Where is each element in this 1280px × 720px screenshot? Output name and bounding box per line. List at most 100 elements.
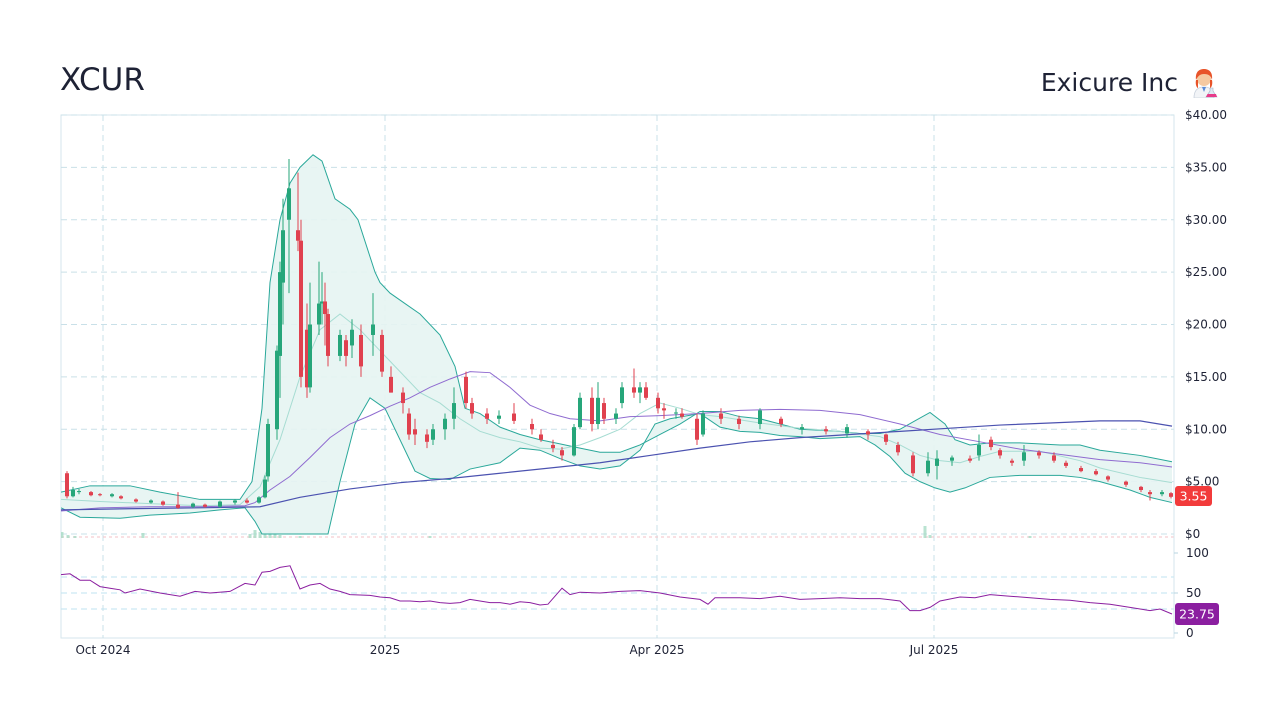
candle-body [389, 376, 393, 393]
candle-body [590, 397, 594, 425]
price-tick-label: $40.00 [1185, 108, 1227, 122]
candle [245, 498, 249, 504]
candle [464, 371, 468, 409]
candle-body [800, 427, 804, 430]
candle [371, 293, 375, 356]
rsi-tick-label: 50 [1186, 586, 1201, 600]
price-tick-label: $20.00 [1185, 318, 1227, 332]
candle [1139, 485, 1143, 493]
candle-body [464, 376, 468, 404]
candle-body [935, 458, 939, 466]
candle-body [443, 418, 447, 430]
candle [719, 408, 723, 425]
candle [119, 495, 123, 500]
candle-body [1106, 476, 1110, 480]
candle [134, 498, 138, 503]
candlesticks [65, 158, 1173, 509]
candle [596, 382, 600, 430]
candle-body [824, 429, 828, 432]
candle-body [380, 334, 384, 372]
volume-bar [278, 535, 282, 538]
candle [278, 261, 282, 398]
candle [539, 429, 543, 442]
candle [560, 447, 564, 461]
candle-body [65, 473, 69, 497]
price-tick-label: $25.00 [1185, 265, 1227, 279]
candle [1064, 460, 1068, 469]
candle-body [680, 413, 684, 417]
candle [590, 387, 594, 432]
candle [350, 319, 354, 359]
candle-body [431, 429, 435, 440]
candle-body [110, 494, 114, 497]
candle-body [218, 501, 222, 507]
candle [431, 424, 435, 445]
candle-body [338, 334, 342, 356]
candle [452, 387, 456, 430]
candle [620, 382, 624, 409]
volume-bar [923, 526, 927, 538]
candle [824, 426, 828, 435]
candle-body [572, 427, 576, 456]
candle [257, 496, 261, 504]
volume-bar [141, 533, 145, 538]
candle [578, 392, 582, 430]
plot-area [61, 154, 1173, 538]
candle-body [596, 397, 600, 425]
candle [287, 158, 291, 294]
volume-bar [248, 534, 252, 538]
candle [758, 408, 762, 430]
bollinger-band-fill [61, 154, 1172, 534]
rsi-levels [61, 576, 1174, 610]
candle [1037, 450, 1041, 459]
candle-body [737, 418, 741, 425]
candle [317, 261, 321, 335]
candle-body [275, 350, 279, 430]
candle-body [176, 504, 180, 508]
candle [680, 408, 684, 419]
volume-bars [61, 526, 1032, 538]
candle [968, 455, 972, 463]
candle-body [656, 397, 660, 409]
candle-body [1124, 481, 1128, 485]
candle [926, 452, 930, 477]
time-tick-label: Jul 2025 [909, 643, 959, 657]
candle-body [413, 429, 417, 435]
candle [989, 436, 993, 451]
candle [263, 475, 267, 499]
candle [662, 403, 666, 419]
volume-bar [61, 532, 64, 538]
candle-body [884, 434, 888, 442]
candle-body [560, 450, 564, 456]
rsi-axis: 100 50 0 [1174, 546, 1209, 640]
candle-body [119, 496, 123, 499]
candle-body [1037, 452, 1041, 456]
company-name-group: Exicure Inc [1041, 66, 1220, 98]
candle-body [926, 460, 930, 474]
candle-body [287, 188, 291, 220]
candle [1079, 465, 1083, 473]
price-tick-label: $30.00 [1185, 213, 1227, 227]
candle [1124, 480, 1128, 487]
candle-body [350, 329, 354, 346]
candle-body [233, 500, 237, 503]
candle-body [320, 301, 324, 304]
candle [998, 448, 1002, 459]
candle-body [1010, 460, 1014, 463]
candle [638, 382, 642, 404]
candle-body [719, 413, 723, 419]
candle-body [1022, 452, 1026, 461]
last-rsi-value: 23.75 [1179, 607, 1215, 622]
candle-body [1148, 492, 1152, 495]
candle-body [1064, 462, 1068, 466]
price-tick-label: $5.00 [1185, 475, 1219, 489]
candle-body [497, 415, 501, 419]
candle [425, 429, 429, 449]
candle-body [317, 303, 321, 325]
time-gridlines [102, 115, 935, 638]
candle-body [371, 324, 375, 335]
candle [359, 324, 363, 377]
candle [413, 418, 417, 445]
candle-body [266, 424, 270, 477]
